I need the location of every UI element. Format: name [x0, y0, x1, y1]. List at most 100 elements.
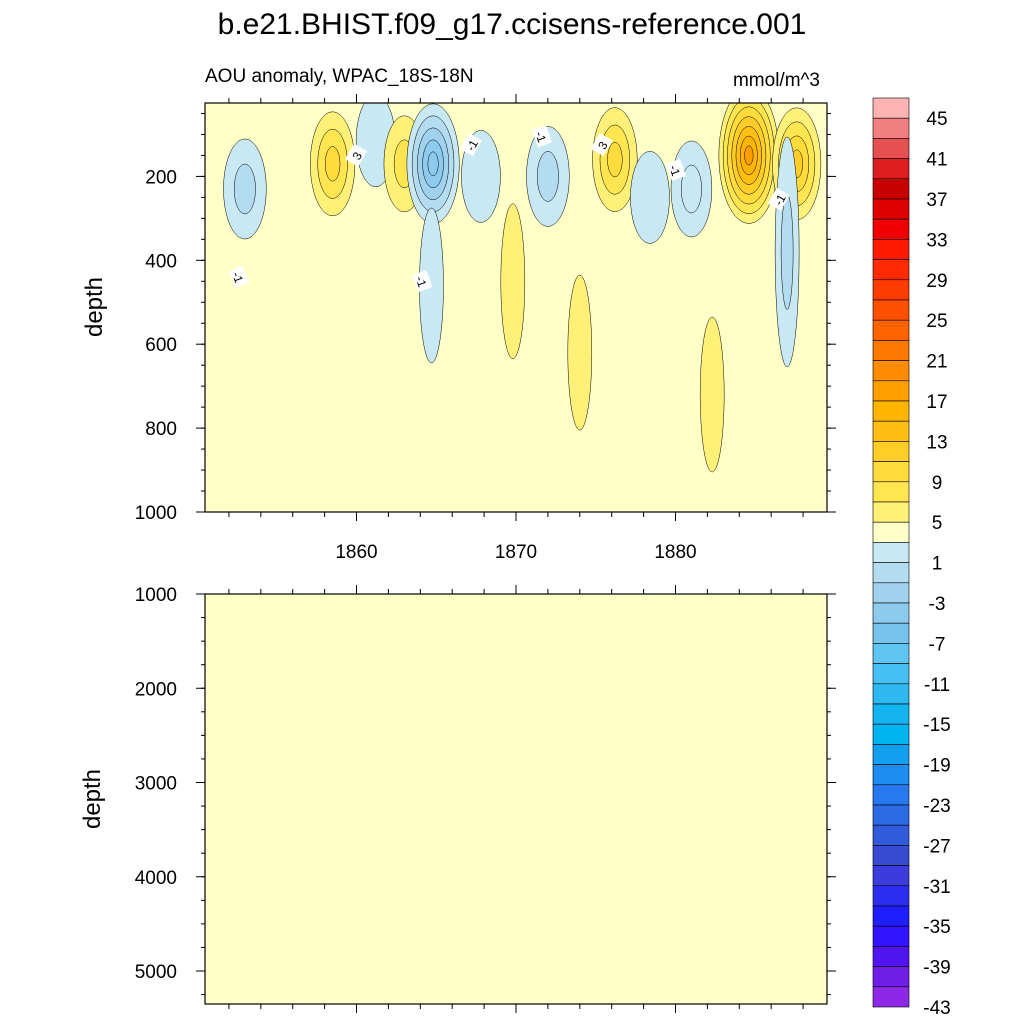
y-tick-label: 800 — [145, 419, 177, 440]
colorbar-swatch — [872, 885, 910, 907]
top-axis-ticks: 1860 1870 1880 200 400 600 800 1000 — [135, 94, 836, 563]
colorbar-swatch — [872, 420, 910, 442]
contour-line-label: -1 — [228, 265, 250, 288]
y-tick-label: 600 — [145, 335, 177, 356]
contour-band — [536, 151, 559, 202]
colorbar-label: -23 — [923, 796, 950, 817]
bottom-plot-background — [205, 594, 827, 1004]
colorbar-label: 13 — [926, 432, 947, 453]
contour-band — [607, 142, 623, 178]
colorbar-swatch — [872, 138, 910, 159]
colorbar-swatch — [872, 481, 910, 503]
colorbar-swatch — [872, 723, 910, 745]
x-tick-label: 1870 — [495, 542, 537, 563]
contour-feature — [526, 126, 570, 227]
top-contour-fill — [223, 103, 822, 473]
y-tick-label: 1000 — [135, 503, 177, 524]
colorbar-label: 1 — [932, 554, 943, 575]
bottom-axis-ticks: 1000 2000 3000 4000 5000 — [135, 585, 836, 1013]
contour-feature — [223, 138, 267, 240]
contour-line-label: -1 — [665, 158, 687, 181]
contour-label-text: -1 — [413, 274, 430, 289]
contour-band — [680, 164, 702, 214]
contour-band — [780, 194, 794, 310]
colorbar-label: -3 — [929, 594, 946, 615]
figure-title: b.e21.BHIST.f09_g17.ccisens-reference.00… — [218, 8, 807, 41]
colorbar: 45 41 37 33 29 25 21 17 13 9 5 1 -3 -7 -11 -15 -19 -23 -27… — [872, 97, 951, 1019]
colorbar-swatch — [872, 905, 910, 927]
contour-label-box — [665, 158, 687, 181]
contour-band — [500, 203, 526, 360]
colorbar-swatch — [872, 521, 910, 543]
contour-label-box — [412, 270, 433, 293]
colorbar-label: 21 — [926, 352, 947, 373]
colorbar-label: 45 — [926, 109, 947, 130]
colorbar-swatch — [872, 582, 910, 604]
colorbar-swatch — [872, 380, 910, 402]
y-tick-label: 2000 — [135, 679, 177, 700]
y-tick-label: 3000 — [135, 774, 177, 795]
y-tick-label: 1000 — [135, 585, 177, 606]
contour-label-text: -1 — [229, 270, 246, 285]
colorbar-label: 25 — [926, 311, 947, 332]
contour-label-box — [767, 187, 790, 211]
top-contour-labels: -1 3 -1 -1 -1 3 -1 -1 — [228, 125, 790, 293]
top-right-label: mmol/m^3 — [733, 70, 820, 91]
colorbar-label: 33 — [926, 230, 947, 251]
colorbar-swatch — [872, 663, 910, 685]
contour-band — [427, 151, 439, 177]
contour-line-label: -1 — [459, 133, 482, 157]
colorbar-swatch — [872, 178, 910, 200]
contour-feature — [310, 111, 356, 217]
contour-label-box — [345, 143, 368, 167]
contour-feature — [774, 136, 800, 368]
colorbar-swatch — [872, 117, 910, 139]
contour-feature — [699, 316, 725, 473]
colorbar-swatch — [872, 562, 910, 584]
colorbar-swatch — [872, 703, 910, 725]
colorbar-swatch — [872, 400, 910, 422]
contour-label-box — [590, 133, 613, 157]
contour-feature — [630, 151, 670, 244]
colorbar-swatch — [872, 986, 910, 1008]
y-tick-label: 5000 — [135, 962, 177, 983]
colorbar-swatch — [872, 845, 910, 866]
colorbar-swatch — [872, 622, 910, 644]
contour-band — [630, 151, 670, 244]
colorbar-label: -19 — [923, 756, 950, 777]
colorbar-label: -27 — [923, 836, 950, 857]
contour-label-text: -1 — [666, 163, 683, 178]
colorbar-swatch — [872, 744, 910, 765]
colorbar-swatch — [872, 501, 910, 523]
contour-feature — [718, 103, 780, 224]
contour-line-label: -1 — [767, 187, 790, 211]
bottom-y-axis-label: depth — [79, 769, 106, 829]
contour-band — [744, 145, 754, 166]
colorbar-swatch — [872, 340, 910, 361]
colorbar-label: -39 — [923, 958, 950, 979]
contour-line-label: -1 — [412, 270, 433, 293]
colorbar-swatch — [872, 218, 910, 240]
contour-band — [699, 316, 725, 473]
colorbar-label: 17 — [926, 392, 947, 413]
top-left-label: AOU anomaly, WPAC_18S-18N — [205, 66, 474, 87]
contour-line-label: 3 — [345, 143, 368, 167]
colorbar-swatch — [872, 804, 910, 826]
contour-feature — [567, 274, 593, 431]
colorbar-swatch — [872, 946, 910, 967]
colorbar-swatch — [872, 360, 910, 382]
colorbar-label: -11 — [924, 675, 950, 696]
colorbar-swatch — [872, 542, 910, 563]
colorbar-swatch — [872, 784, 910, 806]
colorbar-label: 37 — [926, 190, 947, 211]
contour-feature — [406, 103, 460, 225]
colorbar-label: 29 — [926, 271, 947, 292]
colorbar-label: 5 — [932, 513, 943, 534]
colorbar-swatch — [872, 683, 910, 705]
colorbar-swatch — [872, 643, 910, 664]
colorbar-swatch — [872, 279, 910, 301]
colorbar-swatch — [872, 319, 910, 341]
colorbar-label: -15 — [923, 715, 950, 736]
colorbar-swatch — [872, 441, 910, 462]
y-tick-label: 200 — [145, 167, 177, 188]
